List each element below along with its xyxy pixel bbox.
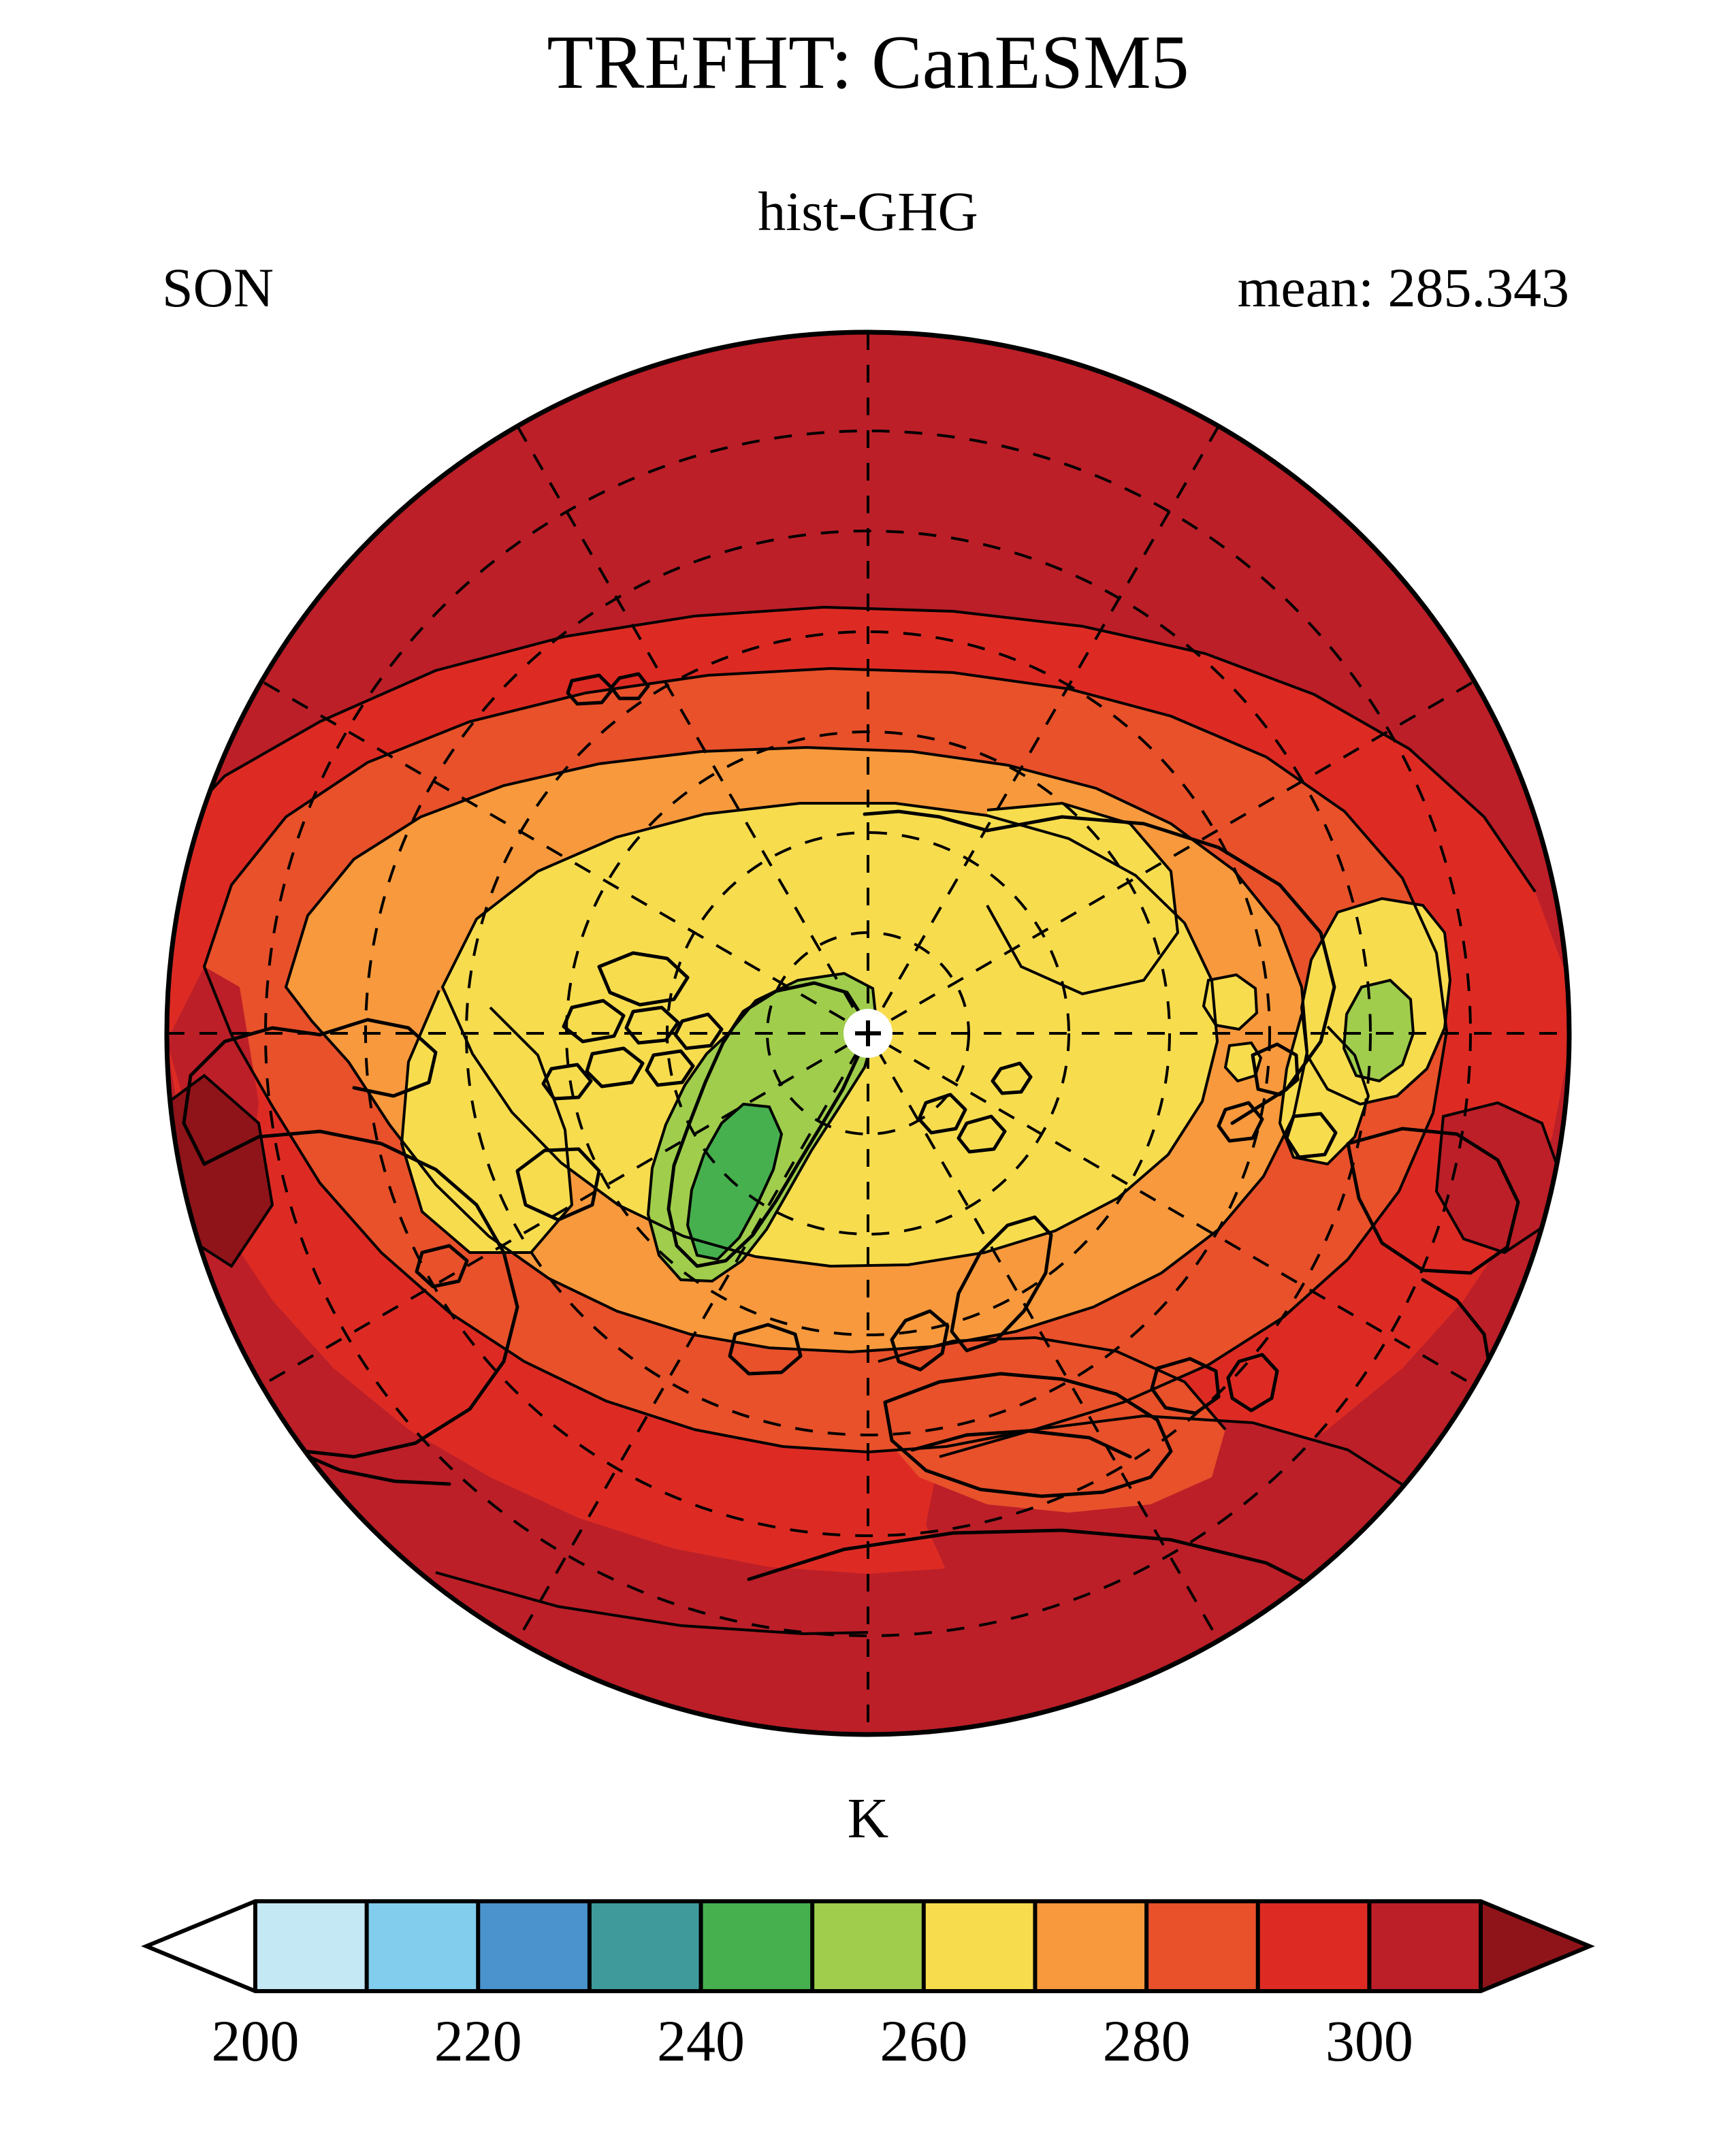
colorbar-tick-label: 300 (1325, 2008, 1413, 2073)
colorbar-cell (812, 1901, 924, 1991)
colorbar-over-arrow (1481, 1901, 1590, 1991)
band-260-270-speck-2 (1225, 1043, 1261, 1081)
colorbar-cells (146, 1901, 1590, 1991)
colorbar-unit-label: K (847, 1787, 889, 1850)
colorbar-cell (1369, 1901, 1481, 1991)
polar-map (0, 300, 1736, 1770)
band-250-260-tibet-core (1344, 980, 1413, 1081)
colorbar-cell (1035, 1901, 1147, 1991)
colorbar-cell (478, 1901, 590, 1991)
colorbar-cell (1257, 1901, 1370, 1991)
band-260-270-siberia-lobe (987, 803, 1178, 994)
colorbar-cell (366, 1901, 479, 1991)
colorbar-cell (701, 1901, 813, 1991)
experiment-subtitle: hist-GHG (758, 180, 978, 242)
season-label: SON (162, 257, 274, 319)
colorbar[interactable] (0, 1896, 1736, 2018)
band-260-270-canada-lobe (402, 990, 572, 1253)
colorbar-borders (141, 1899, 1595, 1993)
colorbar-cell (1146, 1901, 1258, 1991)
page-title: TREFHT: CanESM5 (547, 20, 1189, 105)
band-260-270-speck-1 (1204, 975, 1257, 1029)
colorbar-tick-label: 280 (1102, 2008, 1191, 2073)
colorbar-cell (589, 1901, 701, 1991)
colorbar-cell (255, 1901, 367, 1991)
map-fill-layer (167, 332, 1569, 1734)
globe-outline (164, 329, 1572, 1737)
colorbar-tick-label: 220 (434, 2008, 522, 2073)
pole-marker-plus-icon (855, 1020, 881, 1046)
mean-value-label: mean: 285.343 (1237, 257, 1569, 319)
colorbar-tick-label: 240 (657, 2008, 745, 2073)
colorbar-cell (923, 1901, 1035, 1991)
colorbar-tick-label: 260 (880, 2008, 968, 2073)
colorbar-tick-label: 200 (211, 2008, 300, 2073)
colorbar-tick-labels: 200 220 240 260 280 300 (0, 2012, 1736, 2100)
colorbar-under-arrow (146, 1901, 255, 1991)
